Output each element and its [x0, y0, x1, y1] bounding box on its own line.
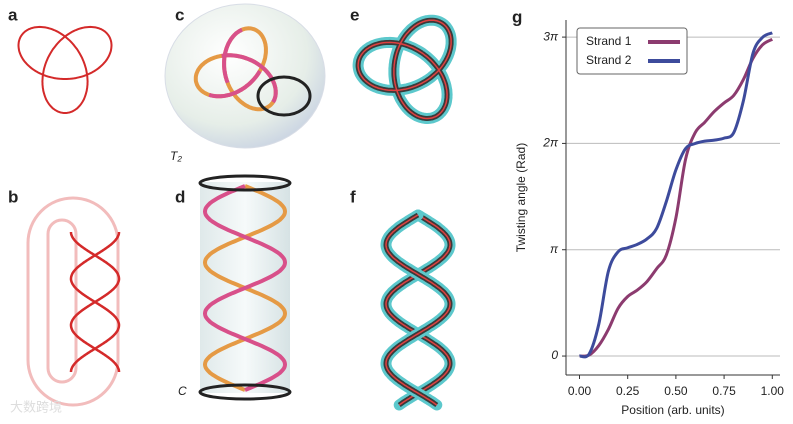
- panel-label: b: [8, 187, 18, 206]
- series-line: [579, 37, 774, 358]
- y-tick-label: π: [550, 242, 559, 256]
- x-tick-label: 0.75: [712, 384, 736, 398]
- annotation: C: [178, 384, 187, 398]
- cylinder-rim: [198, 174, 292, 192]
- loop-outer: [26, 196, 120, 407]
- x-tick-label: 0.00: [568, 384, 592, 398]
- helix: [202, 184, 288, 392]
- panel-label: e: [350, 5, 359, 24]
- x-tick-label: 0.25: [616, 384, 640, 398]
- tube-line: [385, 214, 451, 406]
- panel-label: c: [175, 5, 184, 24]
- cylinder-rim: [198, 383, 292, 401]
- tube-line: [357, 19, 452, 120]
- panel-label: d: [175, 187, 185, 206]
- panel-label: a: [8, 5, 18, 24]
- panel-label: g: [512, 7, 522, 26]
- watermark: 大数跨境: [10, 399, 62, 414]
- loop-inner: [46, 218, 78, 384]
- legend-label: Strand 2: [586, 53, 632, 67]
- legend-label: Strand 1: [586, 34, 632, 48]
- knot-on-torus: [193, 26, 278, 112]
- series-line: [579, 31, 773, 359]
- panel-label: f: [350, 187, 356, 206]
- core-loop: [256, 75, 312, 117]
- illustrations: [17, 3, 457, 411]
- y-tick-label: 2π: [542, 136, 559, 150]
- x-tick-label: 1.00: [761, 384, 785, 398]
- strand: [69, 232, 121, 372]
- y-tick-label: 0: [551, 348, 558, 362]
- y-axis-label: Twisting angle (Rad): [514, 143, 528, 252]
- tube-core: [355, 17, 454, 121]
- torus-surface: [164, 3, 326, 149]
- y-tick-label: 3π: [543, 29, 559, 43]
- x-axis-label: Position (arb. units): [621, 403, 724, 417]
- x-tick-label: 0.50: [664, 384, 688, 398]
- tube-line: [385, 214, 451, 406]
- trefoil-knot: [17, 25, 113, 114]
- annotation: T₂: [170, 149, 182, 163]
